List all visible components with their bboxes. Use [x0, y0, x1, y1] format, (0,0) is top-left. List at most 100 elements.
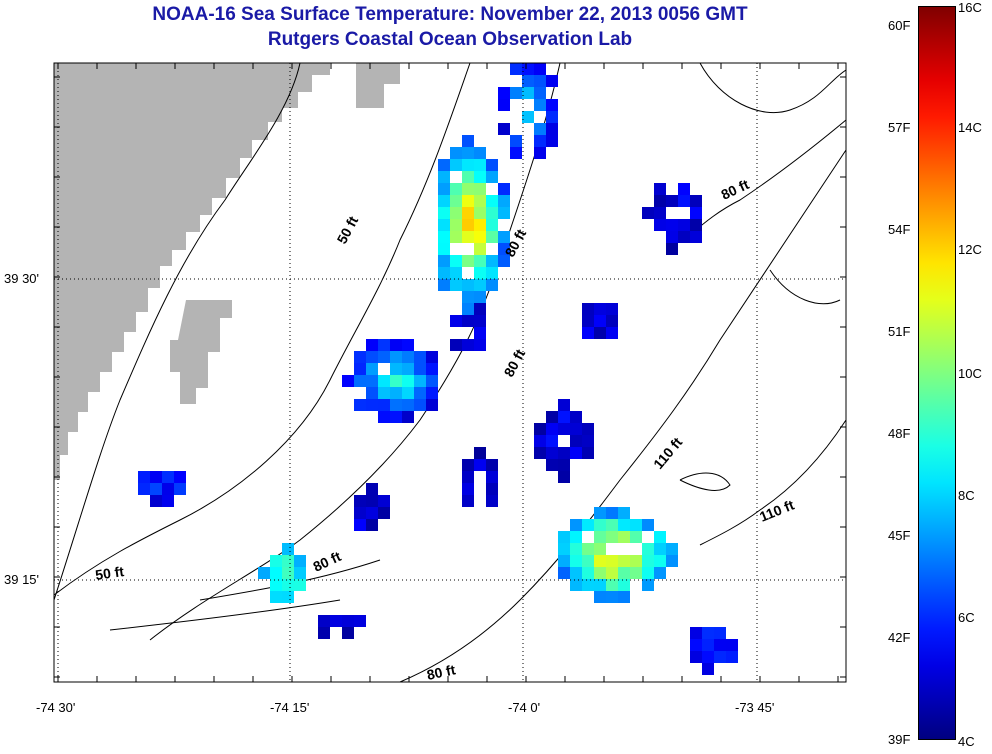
sst-pixel	[150, 483, 162, 495]
sst-pixel	[606, 507, 618, 519]
colorbar-f-label: 60F	[888, 18, 911, 33]
sst-pixel	[558, 459, 570, 471]
sst-pixel	[534, 447, 546, 459]
sst-pixel	[534, 87, 546, 99]
sst-pixel	[690, 639, 702, 651]
colorbar-f-label: 48F	[888, 426, 911, 441]
sst-pixel	[666, 195, 678, 207]
sst-pixel	[438, 195, 450, 207]
sst-pixel	[438, 279, 450, 291]
sst-pixel	[582, 567, 594, 579]
sst-pixel	[150, 471, 162, 483]
sst-pixel	[690, 195, 702, 207]
sst-pixel	[594, 519, 606, 531]
land-patch-mid	[170, 300, 232, 404]
sst-pixel	[474, 243, 486, 255]
sst-pixel	[498, 183, 510, 195]
contour-shoal-a	[699, 63, 846, 114]
sst-pixel	[438, 207, 450, 219]
sst-pixel	[414, 351, 426, 363]
sst-pixel	[366, 519, 378, 531]
contour-shoal-b	[769, 269, 841, 305]
sst-pixel	[510, 135, 522, 147]
sst-pixel	[366, 387, 378, 399]
sst-pixel	[486, 279, 498, 291]
sst-pixel	[630, 567, 642, 579]
temperature-colorbar	[918, 6, 956, 740]
land-patch-lower	[86, 300, 104, 350]
sst-pixel	[462, 459, 474, 471]
sst-pixel	[450, 339, 462, 351]
sst-pixel	[570, 447, 582, 459]
sst-pixel	[474, 207, 486, 219]
sst-pixel	[426, 363, 438, 375]
sst-pixel	[606, 315, 618, 327]
sst-pixel	[594, 579, 606, 591]
sst-pixel	[570, 531, 582, 543]
sst-pixel	[354, 507, 366, 519]
sst-pixel	[474, 339, 486, 351]
sst-pixel	[714, 651, 726, 663]
sst-pixel	[162, 495, 174, 507]
contour-80ft-north	[54, 63, 471, 596]
sst-pixel	[414, 363, 426, 375]
sst-pixel	[498, 195, 510, 207]
sst-pixel	[474, 231, 486, 243]
sst-pixel	[426, 387, 438, 399]
sst-pixel	[702, 663, 714, 675]
sst-pixel	[378, 495, 390, 507]
sst-pixel	[726, 651, 738, 663]
sst-pixel	[342, 375, 354, 387]
sst-pixel	[546, 111, 558, 123]
sst-pixel	[486, 471, 498, 483]
colorbar-f-label: 57F	[888, 120, 911, 135]
sst-pixel	[690, 207, 702, 219]
sst-pixel	[390, 363, 402, 375]
sst-pixel	[570, 423, 582, 435]
colorbar-f-label: 39F	[888, 732, 911, 747]
sst-pixel	[426, 351, 438, 363]
sst-pixel	[474, 279, 486, 291]
sst-pixel	[486, 219, 498, 231]
sst-pixel	[690, 231, 702, 243]
map-gridlines	[54, 63, 846, 682]
sst-pixel	[594, 507, 606, 519]
sst-pixel	[570, 543, 582, 555]
contour-label: 80 ft	[425, 661, 457, 683]
sst-pixel	[474, 267, 486, 279]
sst-pixel	[402, 363, 414, 375]
sst-pixel	[666, 231, 678, 243]
sst-pixel	[486, 495, 498, 507]
sst-pixel	[462, 219, 474, 231]
sst-pixel	[378, 399, 390, 411]
sst-pixel	[618, 519, 630, 531]
sst-pixel	[474, 195, 486, 207]
sst-pixel	[582, 555, 594, 567]
sst-pixel	[618, 555, 630, 567]
sst-pixel	[498, 99, 510, 111]
sst-pixel	[366, 507, 378, 519]
sst-pixel	[462, 339, 474, 351]
lat-tick-label: 39 15'	[4, 572, 40, 587]
colorbar-c-label: 14C	[958, 120, 982, 135]
sst-pixel	[486, 255, 498, 267]
sst-pixel	[438, 243, 450, 255]
sst-pixel	[582, 543, 594, 555]
sst-pixel	[354, 363, 366, 375]
sst-pixel	[726, 639, 738, 651]
sst-pixel	[342, 627, 354, 639]
sst-pixel	[438, 219, 450, 231]
sst-pixel	[654, 219, 666, 231]
sst-pixel	[642, 579, 654, 591]
colorbar-c-label: 10C	[958, 366, 982, 381]
sst-pixel	[390, 411, 402, 423]
colorbar-f-label: 42F	[888, 630, 911, 645]
lat-tick-label: 39 30'	[4, 271, 40, 286]
map-frame	[53, 62, 847, 683]
sst-pixel	[354, 495, 366, 507]
sst-pixel	[318, 615, 330, 627]
sst-pixel	[702, 639, 714, 651]
sst-pixel	[366, 399, 378, 411]
sst-pixel	[570, 411, 582, 423]
